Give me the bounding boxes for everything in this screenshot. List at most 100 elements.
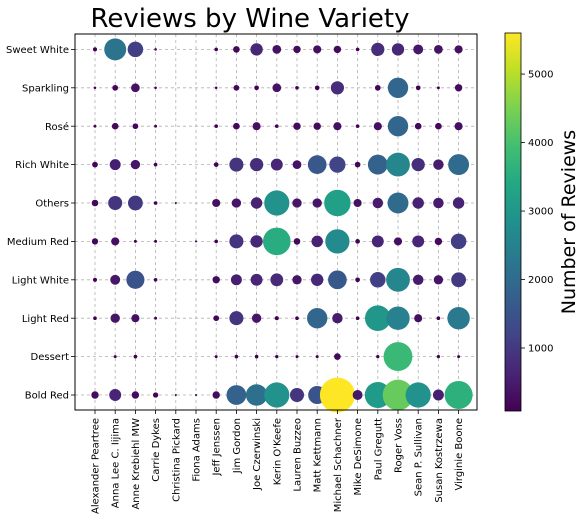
bubble-alexander-peartree-rose (93, 124, 97, 128)
bubble-alexander-peartree-rich-white (92, 161, 98, 168)
bubble-susan-kostrzewa-sparkling (436, 86, 440, 90)
bubble-lauren-buzzeo-bold-red (289, 387, 305, 403)
bubble-carrie-dykes-medium-red (154, 239, 158, 243)
bubble-jim-gordon-rich-white (229, 157, 244, 172)
bubble-mike-desimone-rich-white (354, 161, 361, 168)
bubble-anna-lee-c-iijima-light-white (110, 274, 121, 285)
bubble-carrie-dykes-sparkling (154, 86, 157, 90)
bubble-jim-gordon-medium-red (229, 234, 244, 249)
x-tick-label-lauren-buzzeo: Lauren Buzzeo (293, 418, 304, 492)
bubble-kerin-o-keefe-light-red (274, 316, 279, 321)
bubble-jim-gordon-rose (233, 122, 240, 130)
colorbar-tick-label-2000: 2000 (528, 275, 553, 286)
bubble-michael-schachner-rose (333, 122, 342, 131)
bubble-virginie-boone-sweet-white (454, 45, 463, 54)
bubble-lauren-buzzeo-others (292, 198, 302, 208)
bubble-paul-gregutt-light-white (370, 272, 386, 288)
y-tick-label-medium-red: Medium Red (7, 237, 69, 248)
bubble-joe-czerwinski-sweet-white (250, 43, 263, 56)
bubble-sean-p-sullivan-sweet-white (413, 44, 424, 55)
bubble-alexander-peartree-sparkling (93, 86, 97, 90)
bubble-alexander-peartree-light-white (92, 277, 98, 282)
bubble-michael-schachner-light-white (328, 270, 347, 290)
bubble-jeff-jenssen-rich-white (213, 162, 219, 167)
bubble-alexander-peartree-sweet-white (92, 47, 98, 52)
x-tick-label-anne-krebiehl-mw: Anne Krebiehl MW (131, 418, 142, 510)
bubble-carrie-dykes-rose (154, 124, 158, 128)
bubble-alexander-peartree-light-red (93, 316, 97, 321)
bubble-anne-krebiehl-mw-dessert (133, 354, 138, 359)
bubble-kerin-o-keefe-medium-red (262, 227, 291, 256)
bubble-michael-schachner-sweet-white (333, 45, 342, 54)
bubble-anne-krebiehl-mw-others (127, 195, 143, 211)
bubble-paul-gregutt-light-red (364, 305, 391, 332)
bubble-joe-czerwinski-rose (252, 122, 261, 131)
x-tick-label-carrie-dykes: Carrie Dykes (151, 418, 162, 482)
y-tick-label-dessert: Dessert (31, 352, 70, 363)
x-tick-label-anna-lee-c-iijima: Anna Lee C. Iijima (111, 418, 122, 508)
bubble-paul-gregutt-dessert (376, 354, 380, 359)
y-tick-label-sparkling: Sparkling (22, 83, 69, 94)
bubble-jeff-jenssen-light-red (213, 315, 220, 322)
x-tick-label-fiona-adams: Fiona Adams (192, 418, 203, 482)
colorbar-tick-label-1000: 1000 (528, 344, 553, 355)
bubble-kerin-o-keefe-dessert (275, 354, 279, 359)
bubble-roger-voss-sweet-white (391, 43, 405, 56)
x-tick-label-kerin-o-keefe: Kerin O'Keefe (272, 418, 283, 485)
x-tick-label-jeff-jenssen: Jeff Jenssen (212, 418, 223, 477)
colorbar (504, 32, 522, 412)
bubble-kerin-o-keefe-light-white (270, 273, 284, 287)
bubble-jeff-jenssen-rose (214, 124, 219, 129)
bubble-anne-krebiehl-mw-bold-red (131, 391, 140, 399)
bubble-anne-krebiehl-mw-sweet-white (127, 41, 144, 58)
bubble-joe-czerwinski-others (250, 197, 263, 209)
bubble-alexander-peartree-medium-red (91, 238, 99, 245)
bubble-matt-kettmann-sparkling (314, 85, 320, 91)
bubble-mike-desimone-others (353, 198, 362, 208)
bubble-lauren-buzzeo-sweet-white (293, 45, 301, 54)
bubble-kerin-o-keefe-sparkling (272, 83, 282, 93)
bubble-matt-kettmann-dessert (315, 355, 319, 359)
bubble-virginie-boone-rich-white (448, 154, 470, 176)
bubble-michael-schachner-medium-red (325, 229, 350, 254)
bubble-layer (91, 38, 473, 413)
x-axis: Alexander Peartree Anna Lee C. Iijima Anne… (91, 410, 465, 514)
bubble-fiona-adams-bold-red (194, 393, 198, 397)
bubble-roger-voss-light-white (386, 267, 410, 292)
bubble-kerin-o-keefe-sweet-white (272, 45, 282, 54)
bubble-anna-lee-c-iijima-others (108, 195, 123, 211)
bubble-anne-krebiehl-mw-rose (132, 123, 139, 130)
bubble-carrie-dykes-bold-red (152, 392, 159, 398)
bubble-jeff-jenssen-sweet-white (214, 47, 219, 52)
bubble-virginie-boone-sparkling (454, 84, 463, 92)
bubble-kerin-o-keefe-bold-red (264, 382, 290, 408)
bubble-anna-lee-c-iijima-rose (111, 122, 119, 130)
bubble-jeff-jenssen-dessert (214, 355, 218, 359)
x-tick-label-michael-schachner: Michael Schachner (333, 417, 344, 512)
bubble-jeff-jenssen-medium-red (214, 239, 219, 244)
bubble-sean-p-sullivan-medium-red (412, 235, 425, 248)
bubble-joe-czerwinski-medium-red (250, 235, 263, 248)
bubble-paul-gregutt-others (372, 197, 384, 209)
bubble-roger-voss-rose (387, 116, 409, 137)
bubble-sean-p-sullivan-others (412, 197, 424, 209)
bubble-jim-gordon-others (231, 198, 242, 208)
bubble-mike-desimone-bold-red (352, 390, 363, 400)
bubble-virginie-boone-light-white (451, 272, 466, 288)
y-tick-label-bold-red: Bold Red (25, 391, 69, 402)
x-tick-label-mike-desimone: Mike DeSimone (353, 418, 364, 496)
bubble-sean-p-sullivan-sparkling (415, 85, 421, 91)
y-tick-label-rich-white: Rich White (15, 160, 69, 171)
bubble-joe-czerwinski-dessert (254, 354, 259, 359)
bubble-jeff-jenssen-others (212, 198, 221, 208)
bubble-jim-gordon-sparkling (233, 84, 240, 91)
bubble-matt-kettmann-sweet-white (313, 45, 322, 54)
bubble-carrie-dykes-light-red (154, 316, 158, 320)
x-tick-label-susan-kostrzewa: Susan Kostrzewa (434, 418, 445, 503)
x-tick-label-alexander-peartree: Alexander Peartree (91, 418, 102, 514)
bubble-jim-gordon-dessert (234, 354, 239, 359)
y-tick-label-rose: Rosé (45, 121, 69, 133)
chart-title: Reviews by Wine Variety (90, 4, 409, 34)
bubble-virginie-boone-others (452, 197, 465, 209)
